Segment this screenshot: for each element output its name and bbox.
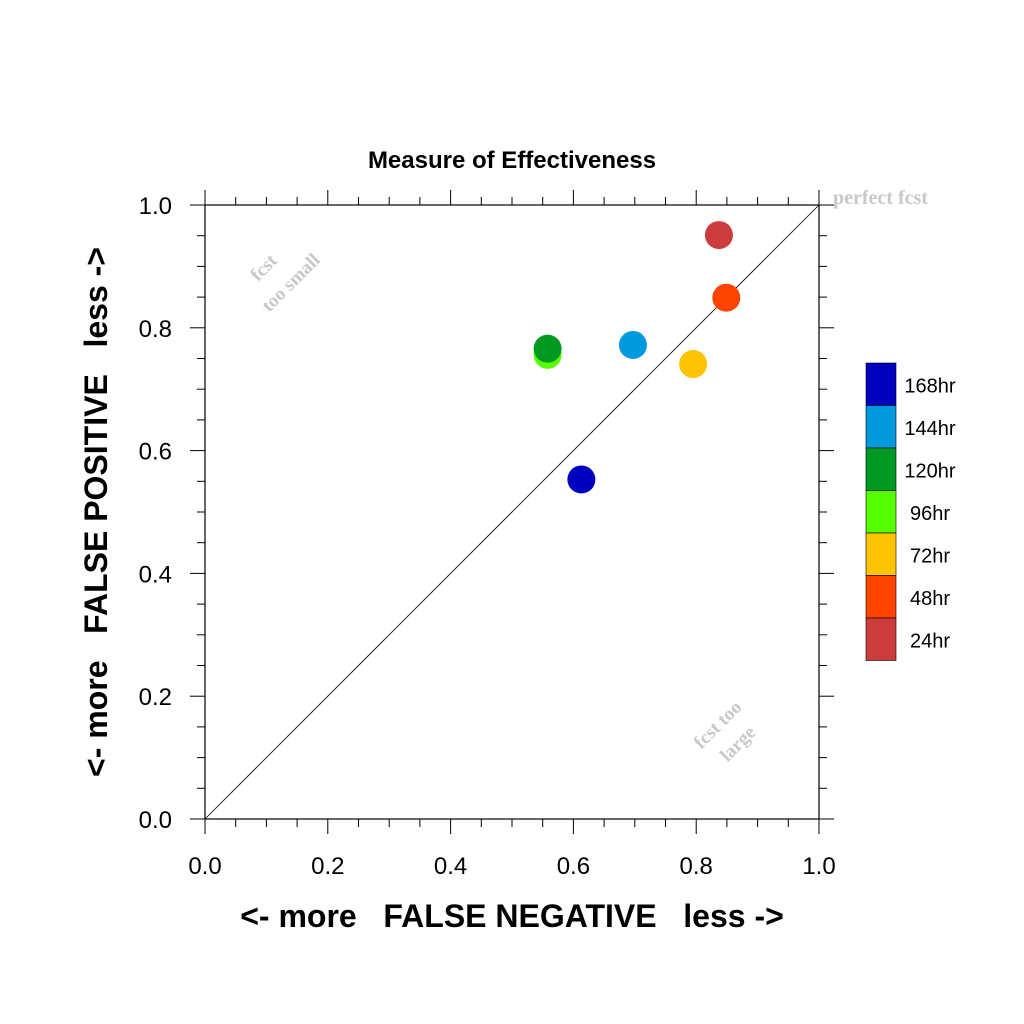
legend-swatch-168hr <box>865 362 897 406</box>
x-tick-label: 0.2 <box>311 853 344 880</box>
x-axis-label: <- more FALSE NEGATIVE less -> <box>240 898 784 934</box>
y-tick-label: 0.8 <box>139 316 172 343</box>
x-tick-label: 0.6 <box>557 853 590 880</box>
y-tick-label: 0.4 <box>139 561 172 588</box>
annotation-fcst-too-small-line1: fcst <box>247 250 282 285</box>
legend-label-48hr: 48hr <box>910 588 950 610</box>
data-points <box>533 221 741 494</box>
x-tick-label: 0.4 <box>434 853 467 880</box>
data-point-72hr <box>679 350 708 379</box>
data-point-168hr <box>567 465 596 494</box>
data-point-48hr <box>712 283 741 312</box>
legend-label-96hr: 96hr <box>910 503 950 525</box>
legend-label-168hr: 168hr <box>904 375 955 397</box>
legend-label-72hr: 72hr <box>910 545 950 567</box>
data-point-144hr <box>618 330 647 359</box>
annotation-perfect-fcst: perfect fcst <box>833 187 928 209</box>
legend-label-144hr: 144hr <box>904 418 955 440</box>
x-tick-label: 0.0 <box>188 853 221 880</box>
x-tick-label: 0.8 <box>680 853 713 880</box>
legend-label-24hr: 24hr <box>910 630 950 652</box>
legend-swatch-96hr <box>865 490 897 534</box>
y-tick-label: 0.0 <box>139 807 172 834</box>
legend-swatch-48hr <box>865 575 897 619</box>
legend-swatch-120hr <box>865 447 897 491</box>
y-tick-label: 1.0 <box>139 193 172 220</box>
legend-swatch-24hr <box>865 617 897 661</box>
y-tick-label: 0.6 <box>139 439 172 466</box>
y-axis-label: <- more FALSE POSITIVE less -> <box>78 247 114 777</box>
chart-title: Measure of Effectiveness <box>368 147 656 174</box>
data-point-120hr <box>533 334 562 363</box>
legend-label-120hr: 120hr <box>904 460 955 482</box>
y-tick-label: 0.2 <box>139 684 172 711</box>
data-point-24hr <box>704 221 733 250</box>
axes: 0.0 0.2 0.4 0.6 0.8 1.0 0.0 0.2 0.4 0.6 0.8 1.0 <box>139 190 836 880</box>
legend: 168hr 144hr 120hr 96hr 72hr 48hr 24hr <box>865 362 956 661</box>
x-tick-label: 1.0 <box>802 853 835 880</box>
legend-swatch-72hr <box>865 532 897 576</box>
legend-swatch-144hr <box>865 405 897 449</box>
